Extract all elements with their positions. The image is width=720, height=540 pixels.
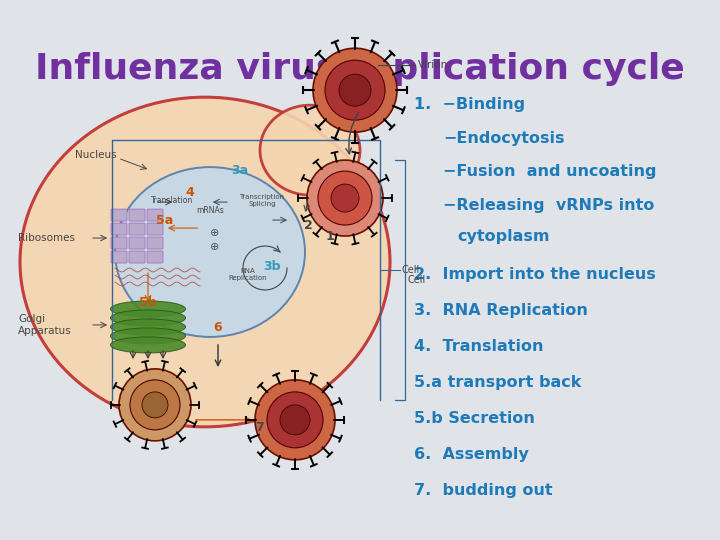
Text: mRNAs: mRNAs <box>196 206 224 214</box>
Circle shape <box>331 184 359 212</box>
Text: 4: 4 <box>186 186 194 199</box>
Text: 3a: 3a <box>231 164 248 177</box>
Text: 6.  Assembly: 6. Assembly <box>414 447 528 462</box>
Circle shape <box>130 380 180 430</box>
Ellipse shape <box>110 301 186 317</box>
Text: Nucleus: Nucleus <box>75 150 117 160</box>
Text: 4.  Translation: 4. Translation <box>414 339 544 354</box>
Text: −Endocytosis: −Endocytosis <box>443 131 564 146</box>
Ellipse shape <box>110 328 186 344</box>
FancyBboxPatch shape <box>129 251 145 263</box>
Text: 5a: 5a <box>156 213 174 227</box>
Text: 5.b Secretion: 5.b Secretion <box>414 411 535 426</box>
Circle shape <box>142 392 168 418</box>
Text: 5.a transport back: 5.a transport back <box>414 375 581 390</box>
Text: Virion: Virion <box>418 60 449 70</box>
Text: Golgi
Apparatus: Golgi Apparatus <box>18 314 72 336</box>
Text: 1.  −Binding: 1. −Binding <box>414 97 525 112</box>
Text: 5b: 5b <box>139 296 157 309</box>
FancyBboxPatch shape <box>147 237 163 249</box>
Text: −Releasing  vRNPs into: −Releasing vRNPs into <box>443 198 654 213</box>
Text: 3.  RNA Replication: 3. RNA Replication <box>414 303 588 318</box>
Text: 2: 2 <box>304 219 312 232</box>
Text: Cell: Cell <box>402 265 420 275</box>
Circle shape <box>307 160 383 236</box>
FancyBboxPatch shape <box>111 251 127 263</box>
FancyBboxPatch shape <box>111 209 127 221</box>
Text: Transcription
Splicing: Transcription Splicing <box>240 193 284 207</box>
Ellipse shape <box>115 167 305 337</box>
Circle shape <box>325 60 385 120</box>
FancyBboxPatch shape <box>147 223 163 235</box>
Ellipse shape <box>110 319 186 335</box>
Circle shape <box>318 171 372 225</box>
FancyBboxPatch shape <box>111 237 127 249</box>
FancyBboxPatch shape <box>111 223 127 235</box>
Text: 6: 6 <box>214 321 222 334</box>
Ellipse shape <box>20 97 390 427</box>
Text: 3b: 3b <box>264 260 281 273</box>
Text: ⊕: ⊕ <box>210 242 220 252</box>
Text: 1: 1 <box>325 230 334 242</box>
FancyBboxPatch shape <box>147 251 163 263</box>
Circle shape <box>255 380 335 460</box>
Text: Cell: Cell <box>408 275 426 285</box>
FancyBboxPatch shape <box>129 237 145 249</box>
Circle shape <box>280 405 310 435</box>
Text: RNA
Replication: RNA Replication <box>229 268 267 281</box>
FancyBboxPatch shape <box>129 223 145 235</box>
Text: Influenza virus replication cycle: Influenza virus replication cycle <box>35 52 685 86</box>
Text: 7.  budding out: 7. budding out <box>414 483 553 498</box>
Ellipse shape <box>110 337 186 353</box>
Ellipse shape <box>260 105 360 195</box>
Circle shape <box>119 369 191 441</box>
Text: 2.  Import into the nucleus: 2. Import into the nucleus <box>414 267 656 282</box>
Text: ⊕: ⊕ <box>210 228 220 238</box>
FancyBboxPatch shape <box>147 209 163 221</box>
Circle shape <box>339 74 371 106</box>
Text: cytoplasm: cytoplasm <box>457 229 549 244</box>
Text: −Fusion  and uncoating: −Fusion and uncoating <box>443 164 657 179</box>
Text: Ribosomes: Ribosomes <box>18 233 75 243</box>
Text: Translation: Translation <box>151 195 193 205</box>
Ellipse shape <box>110 310 186 326</box>
Text: 7: 7 <box>256 421 264 434</box>
Circle shape <box>313 48 397 132</box>
Circle shape <box>267 392 323 448</box>
FancyBboxPatch shape <box>129 209 145 221</box>
